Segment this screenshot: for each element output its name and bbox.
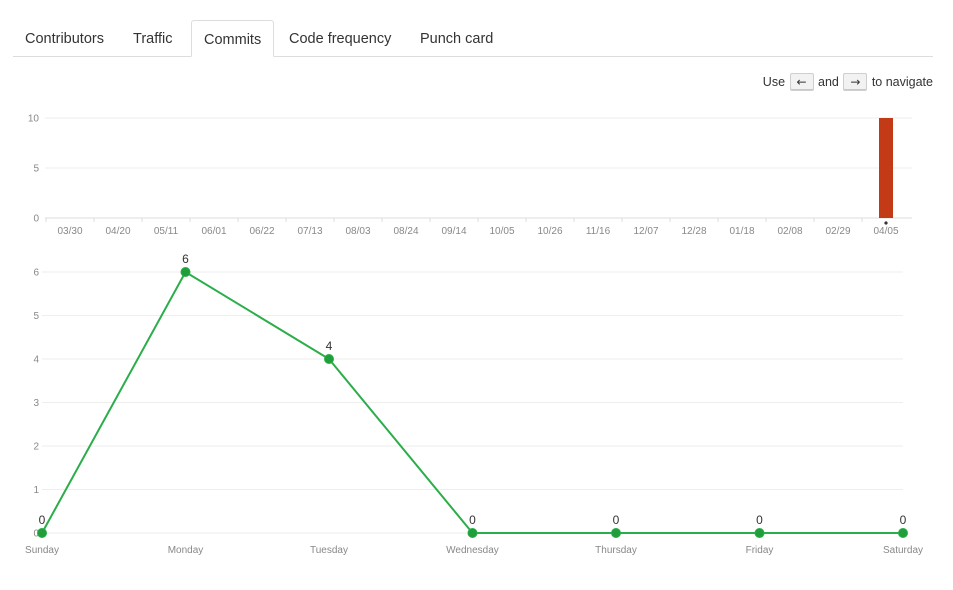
weekly-commits-bar-chart: 0 5 10 03/30 04/20 05/11 06/01 06/22 07/13 08/03 0… bbox=[28, 114, 912, 237]
navigation-hint: Use ← and → to navigate bbox=[763, 73, 933, 91]
x-tick-label: Tuesday bbox=[310, 545, 348, 556]
selected-week-marker bbox=[884, 221, 888, 225]
y-tick-label: 0 bbox=[33, 529, 39, 540]
data-point bbox=[898, 528, 908, 538]
x-tick-label: 08/03 bbox=[345, 226, 370, 237]
x-tick-label: 04/05 bbox=[873, 226, 898, 237]
data-point bbox=[467, 528, 478, 538]
x-tick-label: Saturday bbox=[883, 545, 923, 556]
tab-traffic[interactable]: Traffic bbox=[133, 31, 173, 47]
x-tick-label: 06/22 bbox=[249, 226, 274, 237]
y-tick-label: 2 bbox=[33, 442, 39, 453]
data-point bbox=[37, 528, 47, 538]
x-tick-label: Wednesday bbox=[446, 545, 499, 556]
bar bbox=[879, 118, 893, 218]
tab-punch-card[interactable]: Punch card bbox=[420, 31, 494, 47]
y-tick-label: 1 bbox=[33, 485, 39, 496]
data-point bbox=[754, 528, 765, 538]
data-label: 4 bbox=[326, 339, 333, 353]
right-arrow-key: → bbox=[843, 73, 868, 91]
x-tick-label: Sunday bbox=[25, 545, 59, 556]
data-label: 0 bbox=[613, 513, 620, 527]
x-tick-label: 12/07 bbox=[633, 226, 658, 237]
nav-hint-suffix: to navigate bbox=[871, 75, 933, 89]
nav-hint-middle: and bbox=[818, 75, 839, 89]
x-tick-label: 09/14 bbox=[441, 226, 466, 237]
x-tick-label: 05/11 bbox=[154, 226, 179, 237]
data-point bbox=[324, 354, 334, 364]
data-label: 0 bbox=[756, 513, 763, 527]
x-tick-label: 10/05 bbox=[489, 226, 514, 237]
x-tick-label: 07/13 bbox=[297, 226, 322, 237]
left-arrow-key: ← bbox=[789, 73, 814, 91]
data-label: 0 bbox=[39, 513, 46, 527]
x-tick-label: Monday bbox=[168, 545, 204, 556]
x-tick-label: 06/01 bbox=[201, 226, 226, 237]
tab-contributors[interactable]: Contributors bbox=[25, 31, 104, 47]
nav-hint-prefix: Use bbox=[762, 75, 786, 89]
y-tick-label: 4 bbox=[33, 355, 39, 366]
data-point bbox=[180, 267, 191, 277]
x-tick-label: 10/26 bbox=[537, 226, 562, 237]
x-tick-label: 12/28 bbox=[681, 226, 706, 237]
y-tick-label: 10 bbox=[28, 114, 40, 125]
y-tick-label: 5 bbox=[33, 164, 39, 175]
x-tick-label: Thursday bbox=[595, 545, 637, 556]
x-tick-label: 02/08 bbox=[777, 226, 802, 237]
tab-bar: Contributors Traffic Commits Code freque… bbox=[13, 20, 933, 57]
x-tick-label: 03/30 bbox=[57, 226, 82, 237]
data-label: 6 bbox=[182, 252, 189, 266]
x-tick-label: 11/16 bbox=[586, 226, 611, 237]
tab-code-frequency[interactable]: Code frequency bbox=[289, 31, 392, 47]
x-tick-label: 02/29 bbox=[825, 226, 850, 237]
x-tick-label: 08/24 bbox=[393, 226, 418, 237]
y-tick-label: 0 bbox=[33, 214, 39, 225]
y-tick-label: 6 bbox=[33, 268, 39, 279]
data-point bbox=[611, 528, 621, 538]
y-tick-label: 5 bbox=[33, 311, 39, 322]
x-tick-label: 04/20 bbox=[105, 226, 130, 237]
x-tick-label: 01/18 bbox=[729, 226, 754, 237]
data-label: 0 bbox=[900, 513, 907, 527]
x-tick-label: Friday bbox=[746, 545, 774, 556]
tab-commits[interactable]: Commits bbox=[191, 20, 275, 57]
y-tick-label: 3 bbox=[33, 398, 39, 409]
data-label: 0 bbox=[469, 513, 476, 527]
